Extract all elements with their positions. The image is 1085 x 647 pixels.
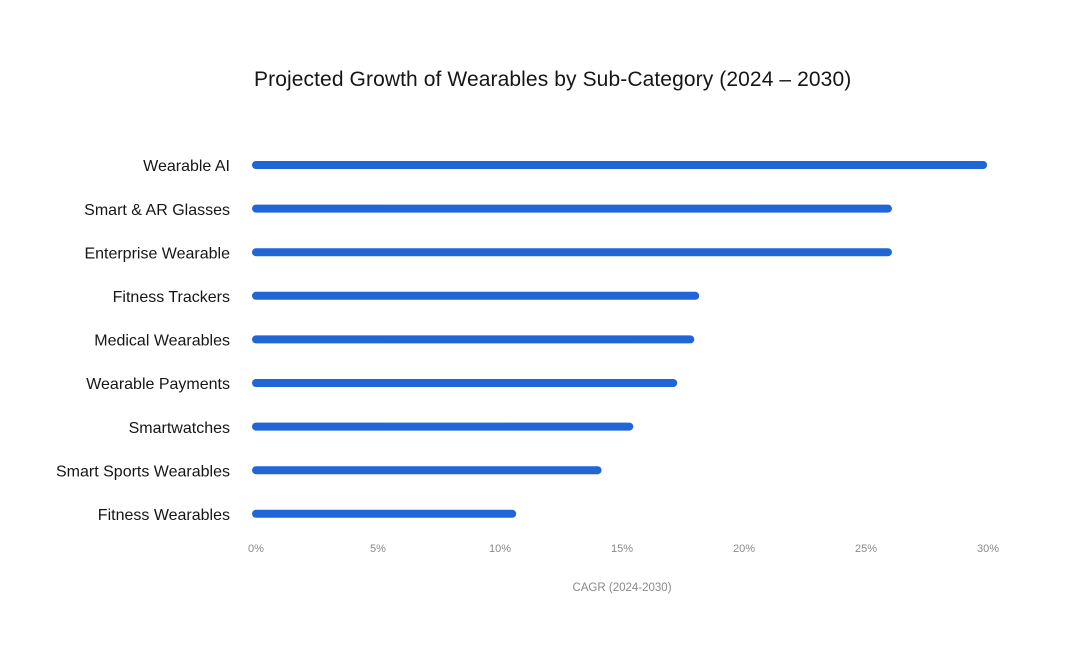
category-label-smart-ar-glasses: Smart & AR Glasses — [84, 202, 230, 219]
x-tick-label: 15% — [611, 543, 633, 555]
x-tick-label: 10% — [489, 543, 511, 555]
category-label-medical-wearables: Medical Wearables — [94, 333, 230, 350]
category-label-wearable-payments: Wearable Payments — [86, 376, 230, 393]
x-axis-title: CAGR (2024-2030) — [572, 582, 671, 594]
x-tick-label: 25% — [855, 543, 877, 555]
category-label-smart-sports-wearables: Smart Sports Wearables — [56, 463, 230, 480]
x-tick-label: 5% — [370, 543, 386, 555]
x-tick-label: 0% — [248, 543, 264, 555]
category-label-enterprise-wearable: Enterprise Wearable — [84, 245, 230, 262]
category-label-fitness-wearables: Fitness Wearables — [98, 507, 230, 524]
category-label-wearable-ai: Wearable AI — [143, 158, 230, 175]
category-label-fitness-trackers: Fitness Trackers — [113, 289, 230, 306]
x-tick-label: 20% — [733, 543, 755, 555]
category-label-smartwatches: Smartwatches — [129, 420, 230, 437]
x-tick-label: 30% — [977, 543, 999, 555]
chart-title: Projected Growth of Wearables by Sub-Cat… — [254, 68, 852, 91]
